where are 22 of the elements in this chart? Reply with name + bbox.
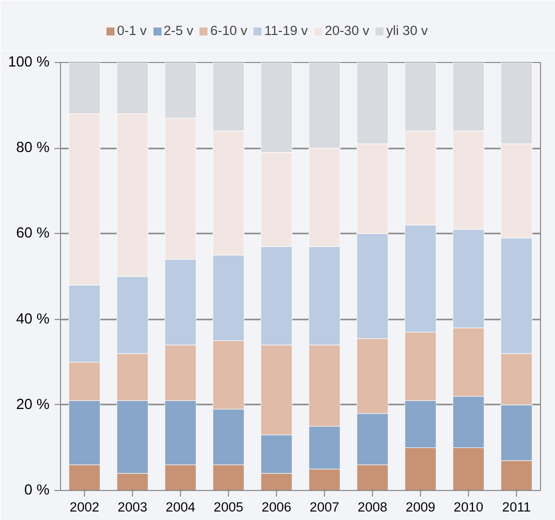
x-tick-label: 2009 — [406, 500, 436, 514]
legend-label: yli 30 v — [386, 23, 428, 38]
legend-label: 20-30 v — [324, 23, 370, 38]
x-tick-label: 2008 — [358, 500, 388, 514]
x-tick-label: 2004 — [166, 500, 196, 514]
x-tick-label: 2003 — [118, 500, 148, 514]
y-tick-label: 80 % — [16, 140, 50, 156]
legend-label: 6-10 v — [210, 23, 248, 38]
x-tick-label: 2005 — [214, 500, 244, 514]
x-tick-label: 2011 — [502, 500, 531, 514]
x-tick-label: 2002 — [70, 500, 100, 514]
legend-label: 2-5 v — [164, 23, 194, 38]
y-tick-label: 20 % — [16, 396, 50, 413]
x-tick-label: 2010 — [454, 500, 484, 514]
y-tick-label: 60 % — [16, 226, 50, 242]
y-tick-label: 0 % — [24, 482, 50, 498]
x-tick-label: 2007 — [310, 500, 340, 514]
legend-label: 11-19 v — [264, 23, 308, 38]
legend-label: 0-1 v — [117, 23, 147, 38]
y-tick-label: 40 % — [16, 311, 50, 328]
x-tick-label: 2006 — [262, 500, 292, 514]
y-tick-label: 100 % — [8, 54, 50, 70]
